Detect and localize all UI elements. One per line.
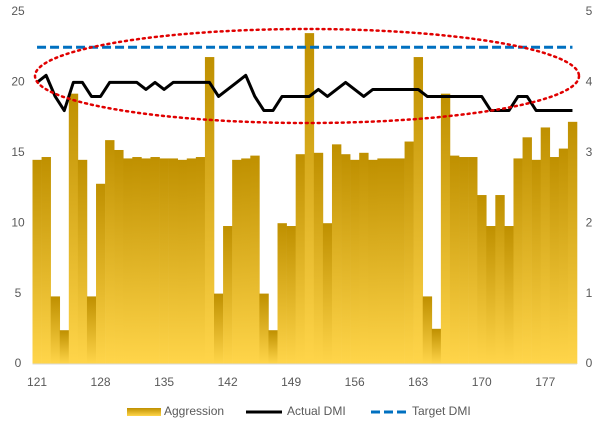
x-tick-label: 163	[408, 375, 428, 389]
bar	[540, 127, 551, 365]
y-tick-label: 10	[11, 215, 25, 229]
bar	[304, 33, 315, 365]
bar	[277, 223, 287, 364]
bar	[350, 159, 360, 364]
legend-label: Aggression	[164, 404, 224, 418]
bar	[204, 57, 215, 364]
bar	[168, 158, 178, 364]
bar	[41, 157, 51, 364]
bar	[259, 293, 269, 364]
bar	[268, 330, 278, 364]
bar	[223, 226, 233, 364]
bar	[159, 158, 169, 364]
bar	[105, 140, 115, 364]
bar	[558, 148, 569, 364]
bar	[495, 195, 505, 364]
y2-tick-label: 4	[586, 75, 593, 89]
bar	[513, 158, 523, 364]
bar	[522, 137, 532, 364]
x-tick-label: 156	[345, 375, 365, 389]
bar	[286, 226, 296, 364]
y2-tick-label: 2	[586, 215, 593, 229]
legend-swatch	[127, 408, 161, 416]
bar	[322, 223, 333, 364]
y-tick-label: 25	[11, 4, 25, 18]
bar	[123, 158, 133, 364]
bar	[214, 293, 224, 364]
bar	[504, 226, 514, 364]
bar	[449, 155, 460, 364]
highlight-ellipse	[33, 27, 581, 125]
bar	[59, 330, 70, 364]
y-tick-label: 20	[11, 75, 25, 89]
bar	[404, 141, 414, 364]
legend-label: Actual DMI	[287, 404, 346, 418]
bar	[368, 159, 378, 364]
bar	[186, 158, 197, 364]
bar	[114, 149, 124, 364]
bar	[250, 155, 260, 364]
y2-tick-label: 5	[586, 4, 593, 18]
bar	[86, 296, 97, 364]
legend-label: Target DMI	[412, 404, 471, 418]
y2-tick-label: 1	[586, 286, 593, 300]
x-tick-label: 121	[27, 375, 47, 389]
bar	[68, 93, 79, 364]
x-tick-label: 135	[154, 375, 174, 389]
bar	[295, 154, 306, 364]
bar	[150, 157, 160, 364]
y-tick-label: 5	[15, 286, 22, 300]
bar	[96, 183, 106, 364]
bar	[341, 154, 351, 364]
bar	[486, 226, 496, 364]
x-tick-label: 149	[281, 375, 301, 389]
bar	[422, 296, 433, 364]
x-tick-label: 177	[535, 375, 555, 389]
bar	[77, 159, 88, 364]
bar	[377, 158, 387, 364]
bar	[241, 158, 251, 364]
y-tick-label: 15	[11, 145, 25, 159]
line-series	[36, 73, 573, 113]
bar	[477, 195, 487, 364]
bar	[359, 152, 369, 364]
bar	[232, 159, 242, 364]
bar	[32, 159, 42, 364]
y2-tick-label: 0	[586, 356, 593, 370]
bar	[50, 296, 61, 364]
bar	[331, 144, 342, 364]
bar	[431, 328, 442, 364]
bar	[313, 152, 324, 364]
y-tick-label: 0	[15, 356, 22, 370]
bar	[468, 157, 478, 364]
bar	[195, 157, 206, 364]
bar	[413, 57, 424, 364]
x-tick-label: 128	[91, 375, 111, 389]
bar	[531, 159, 541, 364]
bar	[567, 121, 578, 364]
y2-tick-label: 3	[586, 145, 593, 159]
bar	[141, 158, 151, 364]
bar	[440, 93, 451, 364]
x-tick-label: 142	[218, 375, 238, 389]
bar	[386, 158, 396, 364]
bar	[395, 158, 405, 364]
bar	[459, 157, 469, 364]
x-tick-label: 170	[472, 375, 492, 389]
bar	[549, 157, 560, 364]
bar	[177, 159, 188, 364]
bar	[132, 157, 142, 364]
